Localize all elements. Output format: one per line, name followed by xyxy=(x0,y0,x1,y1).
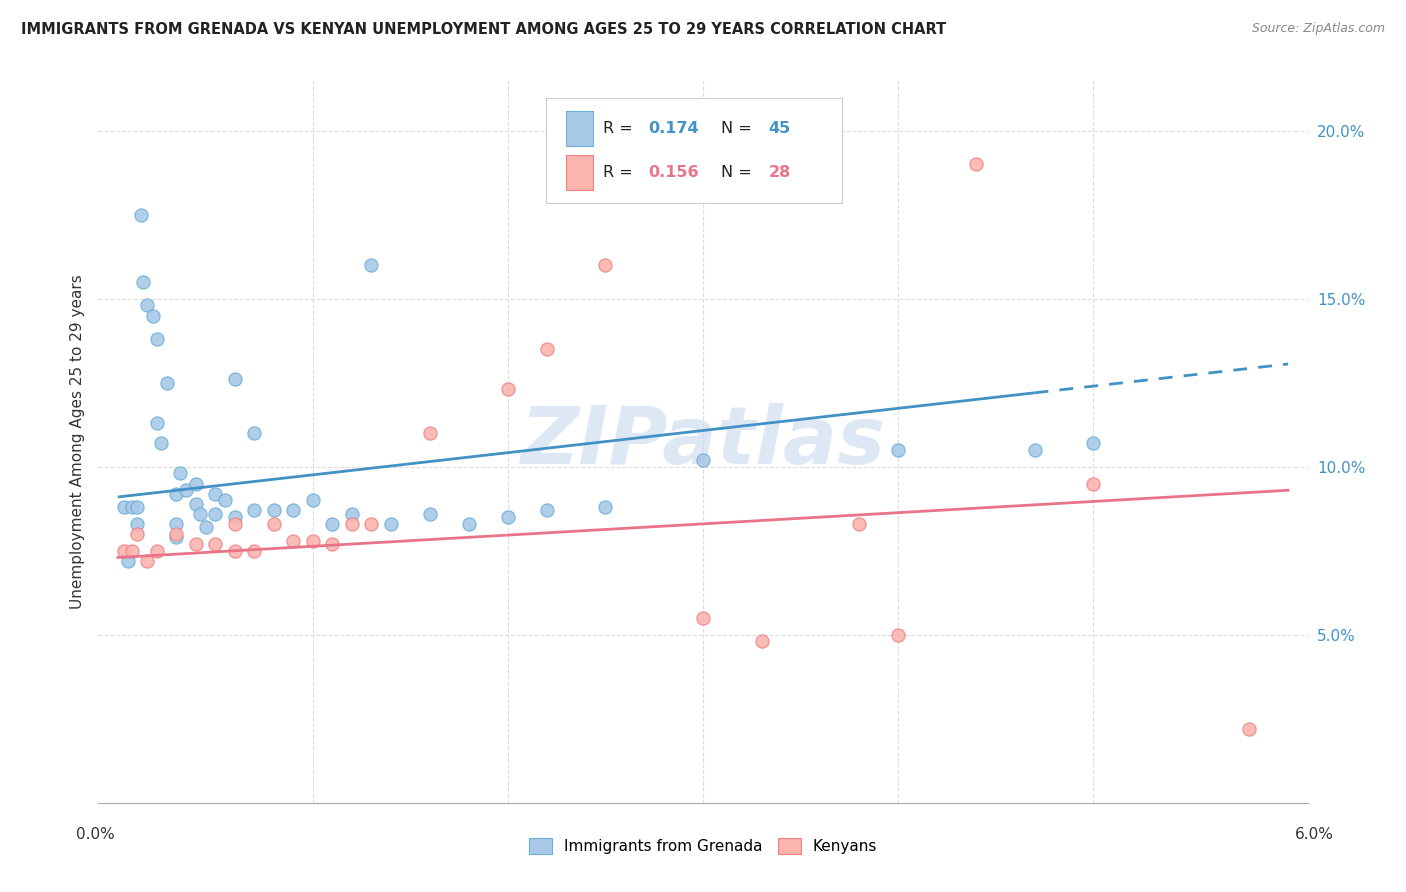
Point xyxy=(165,486,187,500)
Point xyxy=(214,493,236,508)
Point xyxy=(751,634,773,648)
Point xyxy=(692,453,714,467)
Point xyxy=(887,442,910,457)
Point xyxy=(224,372,246,386)
Point xyxy=(848,516,870,531)
Point xyxy=(165,527,187,541)
Y-axis label: Unemployment Among Ages 25 to 29 years: Unemployment Among Ages 25 to 29 years xyxy=(69,274,84,609)
Point xyxy=(496,383,519,397)
Point xyxy=(263,503,285,517)
Text: IMMIGRANTS FROM GRENADA VS KENYAN UNEMPLOYMENT AMONG AGES 25 TO 29 YEARS CORRELA: IMMIGRANTS FROM GRENADA VS KENYAN UNEMPL… xyxy=(21,22,946,37)
Text: 0.0%: 0.0% xyxy=(76,827,115,841)
Point xyxy=(184,537,207,551)
Point xyxy=(1081,476,1104,491)
Text: R =: R = xyxy=(603,121,637,136)
Point xyxy=(302,493,325,508)
Point xyxy=(224,543,246,558)
Point xyxy=(136,298,159,312)
Point xyxy=(595,500,617,514)
Point xyxy=(165,530,187,544)
Point xyxy=(131,208,153,222)
Point xyxy=(136,554,159,568)
Point xyxy=(127,500,149,514)
Point xyxy=(146,416,169,430)
Text: ZIPatlas: ZIPatlas xyxy=(520,402,886,481)
Point xyxy=(188,507,211,521)
Point xyxy=(174,483,197,498)
Point xyxy=(146,332,169,346)
Point xyxy=(204,537,226,551)
Point xyxy=(496,510,519,524)
Legend: Immigrants from Grenada, Kenyans: Immigrants from Grenada, Kenyans xyxy=(523,832,883,860)
Point xyxy=(965,157,987,171)
Text: 0.156: 0.156 xyxy=(648,165,699,180)
Point xyxy=(458,516,481,531)
Text: N =: N = xyxy=(721,165,756,180)
Point xyxy=(224,516,246,531)
Point xyxy=(283,533,305,548)
Point xyxy=(340,516,363,531)
Point xyxy=(243,426,266,441)
Point xyxy=(263,516,285,531)
Bar xyxy=(567,112,593,146)
Point xyxy=(1237,722,1260,736)
Point xyxy=(194,520,217,534)
Point xyxy=(243,543,266,558)
Point xyxy=(165,516,187,531)
Point xyxy=(184,476,207,491)
Point xyxy=(321,537,343,551)
Point xyxy=(595,258,617,272)
Bar xyxy=(567,155,593,190)
Point xyxy=(419,426,441,441)
Point xyxy=(127,527,149,541)
Point xyxy=(127,516,149,531)
Point xyxy=(1081,436,1104,450)
Point xyxy=(283,503,305,517)
Point xyxy=(169,467,191,481)
Point xyxy=(302,533,325,548)
Point xyxy=(156,376,179,390)
Point xyxy=(184,497,207,511)
Point xyxy=(204,507,226,521)
Text: N =: N = xyxy=(721,121,756,136)
Point xyxy=(146,543,169,558)
Point xyxy=(142,309,165,323)
Point xyxy=(380,516,402,531)
Point xyxy=(360,516,382,531)
Point xyxy=(360,258,382,272)
Point xyxy=(204,486,226,500)
Point xyxy=(692,611,714,625)
Text: R =: R = xyxy=(603,165,637,180)
Point xyxy=(1024,442,1046,457)
Text: Source: ZipAtlas.com: Source: ZipAtlas.com xyxy=(1251,22,1385,36)
Point xyxy=(149,436,172,450)
Point xyxy=(340,507,363,521)
Point xyxy=(536,503,558,517)
Point xyxy=(112,543,135,558)
Point xyxy=(121,543,143,558)
Point xyxy=(224,510,246,524)
FancyBboxPatch shape xyxy=(546,98,842,203)
Text: 28: 28 xyxy=(768,165,790,180)
Point xyxy=(132,275,155,289)
Point xyxy=(321,516,343,531)
Point xyxy=(243,503,266,517)
Text: 45: 45 xyxy=(768,121,790,136)
Text: 6.0%: 6.0% xyxy=(1295,827,1334,841)
Text: 0.174: 0.174 xyxy=(648,121,699,136)
Point xyxy=(121,500,143,514)
Point xyxy=(887,628,910,642)
Point xyxy=(112,500,135,514)
Point xyxy=(536,342,558,356)
Point xyxy=(117,554,139,568)
Point xyxy=(419,507,441,521)
